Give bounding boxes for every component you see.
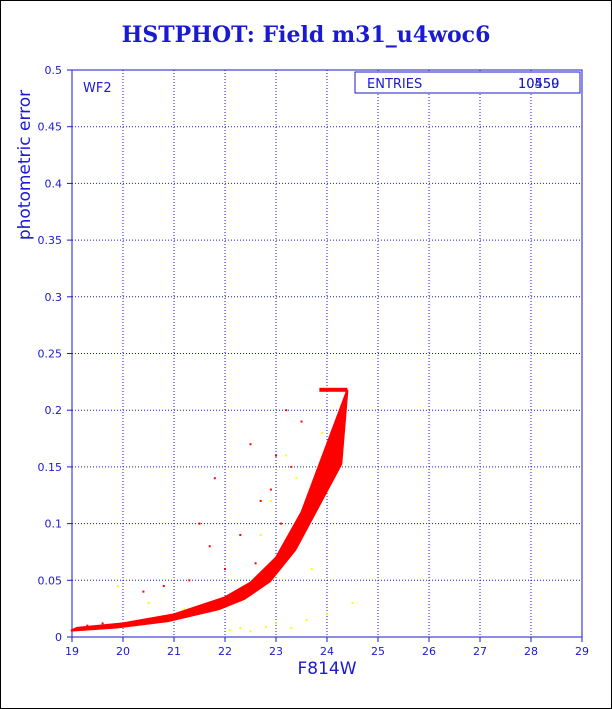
data-point — [275, 622, 277, 625]
data-point — [295, 477, 298, 480]
data-point — [264, 625, 267, 628]
data-point — [290, 465, 293, 468]
data-point — [259, 499, 262, 502]
y-tick-label: 0.35 — [38, 234, 63, 247]
x-tick-label: 26 — [422, 645, 436, 658]
data-point — [86, 624, 89, 627]
stats-box-frame — [354, 71, 581, 94]
data-point — [280, 522, 283, 525]
envelope-cap — [319, 387, 348, 392]
y-tick-label: 0.45 — [38, 121, 63, 134]
envelope-band — [70, 389, 349, 632]
panel-label: WF2 — [83, 81, 112, 96]
y-tick-label: 0 — [55, 631, 62, 644]
data-point — [213, 477, 216, 480]
data-point — [290, 626, 293, 629]
data-point — [208, 545, 211, 548]
data-point — [285, 454, 288, 457]
data-point — [162, 584, 165, 587]
data-point — [310, 567, 313, 570]
data-point — [224, 567, 226, 570]
x-tick-label: 24 — [320, 645, 334, 658]
stats-box: ENTRIES 10459 10550 — [354, 71, 581, 94]
data-point — [229, 601, 232, 604]
x-tick-label: 27 — [473, 645, 487, 658]
entries-value-b: 10550 — [518, 77, 559, 92]
x-tick-label: 20 — [116, 645, 130, 658]
data-point — [229, 629, 232, 632]
data-point — [305, 618, 308, 621]
y-axis-label: photometric error — [15, 90, 35, 240]
x-tick-label: 19 — [65, 645, 79, 658]
data-point — [101, 622, 104, 625]
x-tick-labels: 19 20 21 22 23 24 25 26 27 28 29 — [65, 637, 589, 658]
data-point — [269, 499, 272, 502]
y-tick-label: 0.1 — [45, 518, 63, 531]
data-point — [269, 488, 272, 491]
data-point — [188, 579, 191, 582]
data-point — [254, 562, 257, 565]
data-point — [239, 626, 242, 629]
x-tick-label: 21 — [167, 645, 181, 658]
entries-label: ENTRIES — [367, 77, 422, 92]
data-point — [326, 613, 328, 616]
data-point — [249, 443, 252, 446]
data-point — [259, 533, 262, 536]
x-tick-label: 25 — [371, 645, 385, 658]
data-point — [142, 590, 145, 593]
data-point — [239, 533, 242, 536]
x-tick-label: 23 — [269, 645, 283, 658]
data-point — [300, 420, 303, 423]
x-axis-label: F814W — [297, 659, 356, 679]
data-point — [249, 630, 252, 633]
data-point — [275, 454, 277, 457]
data-point — [320, 431, 323, 434]
data-point — [183, 607, 186, 610]
chart-title: HSTPHOT: Field m31_u4woc6 — [121, 22, 491, 48]
grid-lines — [72, 70, 582, 637]
entries-value-a: 10459 — [518, 77, 559, 92]
y-tick-label: 0.4 — [45, 177, 63, 190]
y-tick-labels: 0 0.05 0.1 0.15 0.2 0.25 0.3 0.35 0.4 0.45 0.5 — [38, 64, 72, 644]
y-tick-label: 0.25 — [38, 348, 63, 361]
data-point — [285, 409, 288, 412]
data-points — [70, 387, 354, 633]
y-tick-label: 0.2 — [45, 404, 63, 417]
data-point — [351, 601, 354, 604]
y-tick-label: 0.5 — [45, 64, 63, 77]
data-point — [116, 584, 119, 587]
x-tick-label: 28 — [524, 645, 538, 658]
data-point — [198, 522, 201, 525]
y-tick-label: 0.3 — [45, 291, 63, 304]
y-tick-label: 0.15 — [38, 461, 63, 474]
x-tick-label: 22 — [218, 645, 232, 658]
x-tick-label: 29 — [575, 645, 589, 658]
y-tick-label: 0.05 — [38, 574, 63, 587]
data-point — [147, 601, 150, 604]
